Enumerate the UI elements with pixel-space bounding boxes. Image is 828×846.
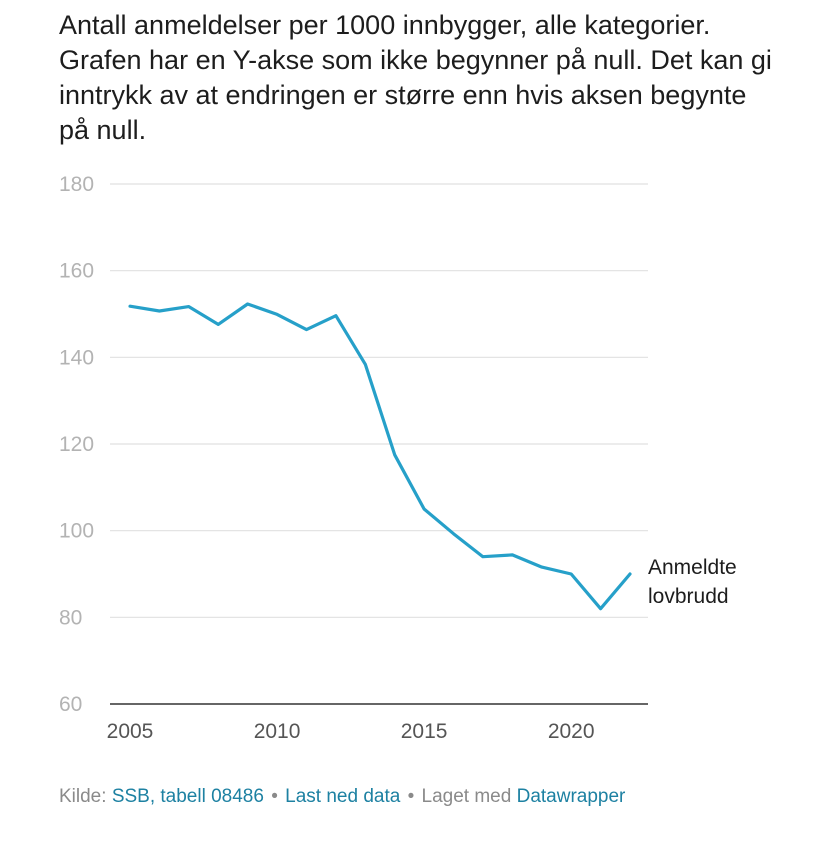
footer-separator: • — [407, 786, 415, 807]
series-label-line: lovbrudd — [648, 585, 729, 608]
y-tick-label: 80 — [59, 606, 82, 629]
series-label-line: Anmeldte — [648, 556, 737, 579]
x-tick-label: 2010 — [254, 720, 301, 743]
x-axis-ticks: 2005 2010 2015 2020 — [107, 720, 595, 743]
source-prefix: Kilde: — [59, 786, 107, 807]
series-line — [128, 302, 632, 611]
footer-credits: Kilde: SSB, tabell 08486 • Last ned data… — [59, 786, 625, 808]
source-link[interactable]: SSB, tabell 08486 — [111, 786, 264, 807]
y-tick-label: 100 — [59, 520, 94, 543]
x-tick-label: 2015 — [401, 720, 448, 743]
chart-title: Antall anmeldelser per 1000 innbygger, a… — [59, 10, 772, 145]
datawrapper-link[interactable]: Datawrapper — [516, 786, 626, 807]
x-tick-label: 2005 — [107, 720, 154, 743]
y-tick-label: 140 — [59, 346, 94, 369]
y-tick-label: 120 — [59, 433, 94, 456]
x-tick-label: 2020 — [548, 720, 595, 743]
download-data-link[interactable]: Last ned data — [285, 786, 401, 807]
y-axis-ticks: 180 160 140 120 100 80 60 — [59, 173, 94, 716]
series-label: Anmeldte lovbrudd — [648, 556, 737, 608]
gridlines — [110, 183, 648, 705]
footer-separator: • — [271, 786, 278, 807]
y-tick-label: 160 — [59, 260, 94, 283]
y-tick-label: 180 — [59, 173, 94, 196]
y-tick-label: 60 — [59, 693, 82, 716]
series-layer — [128, 302, 632, 611]
made-with-text: Laget med — [421, 786, 512, 807]
